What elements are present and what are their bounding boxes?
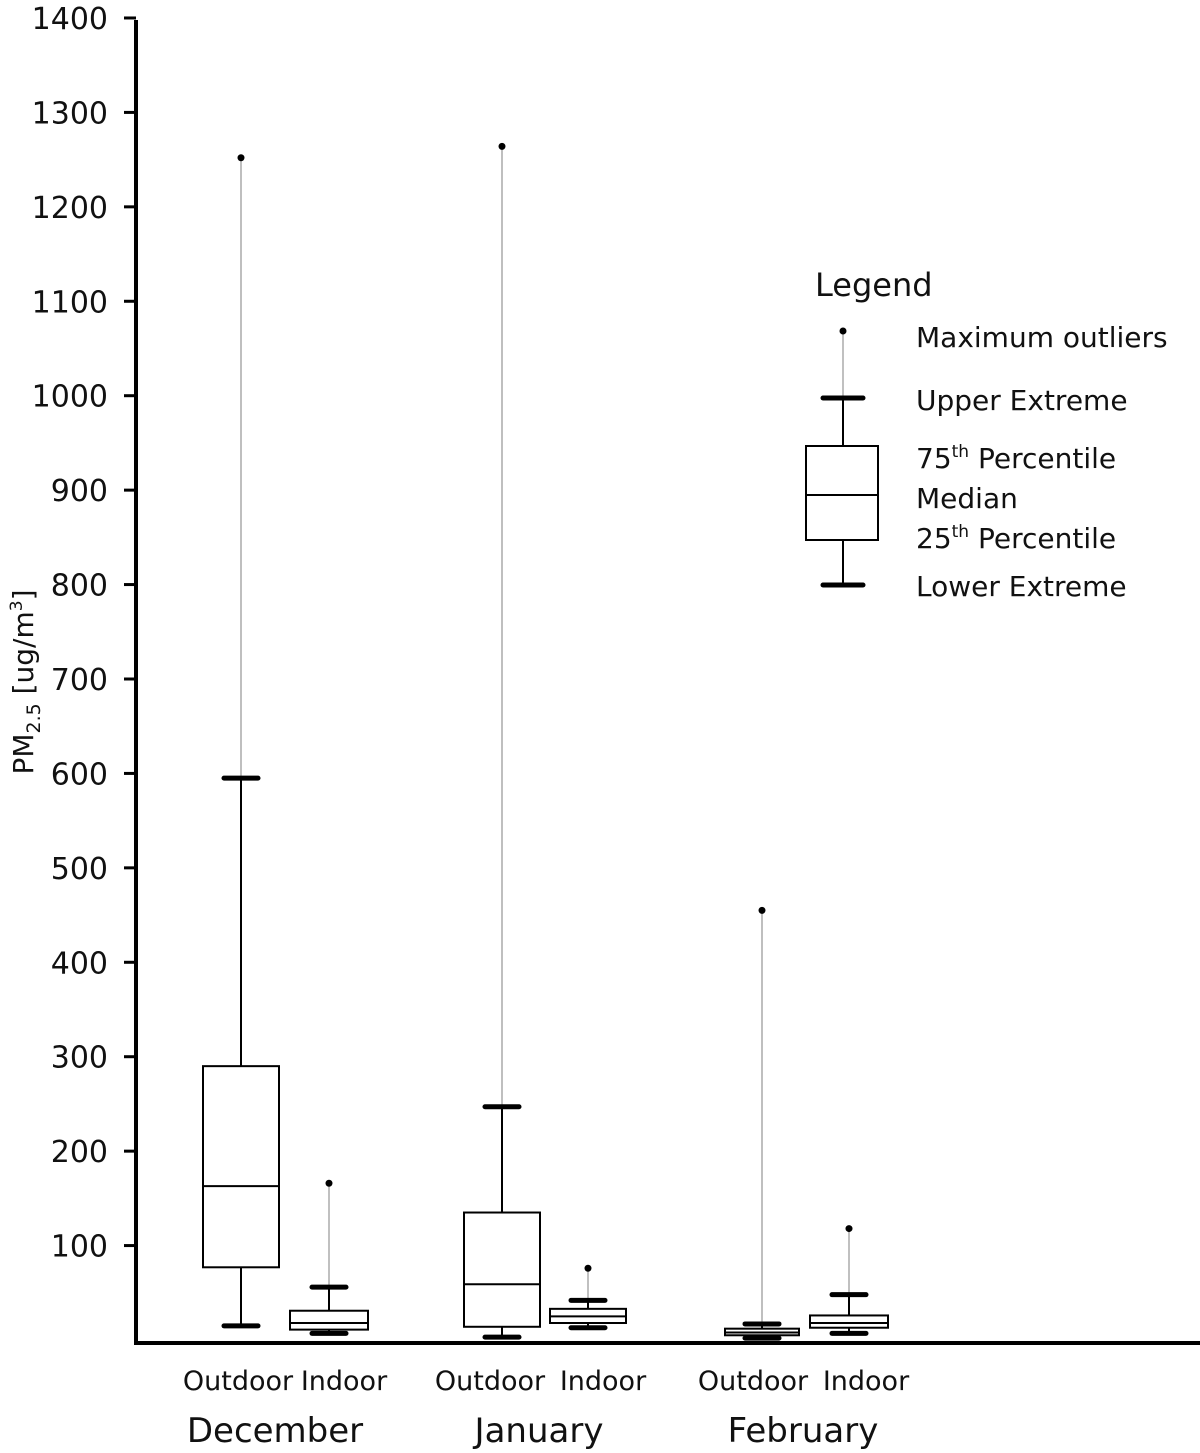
box-january-indoor bbox=[549, 1264, 627, 1331]
category-label-indoor: Indoor bbox=[823, 1366, 910, 1397]
max-outlier-point bbox=[498, 142, 506, 150]
legend-label-median: Median bbox=[916, 482, 1018, 515]
y-axis-title: PM2.5 [ug/m3] bbox=[7, 589, 45, 774]
y-tick-label: 1300 bbox=[32, 96, 108, 131]
box-february-indoor bbox=[809, 1225, 889, 1336]
category-label-indoor: Indoor bbox=[560, 1366, 647, 1397]
y-tick-label: 1100 bbox=[32, 285, 108, 320]
y-tick-label: 1000 bbox=[32, 380, 108, 415]
y-tick-label: 500 bbox=[51, 852, 108, 887]
max-outlier-point bbox=[758, 906, 766, 914]
y-tick-label: 100 bbox=[51, 1230, 108, 1265]
y-tick-label: 1400 bbox=[32, 2, 108, 37]
max-outlier-point bbox=[845, 1225, 853, 1233]
y-ticks: 100 200 300 400 500 600 700 800 900 1000 1100 1200 1… bbox=[32, 2, 136, 1265]
y-tick-label: 600 bbox=[51, 757, 108, 792]
box-series bbox=[202, 142, 889, 1341]
iqr-box bbox=[809, 1314, 889, 1329]
box-december-outdoor bbox=[202, 154, 280, 1329]
category-label-outdoor: Outdoor bbox=[435, 1366, 546, 1397]
iqr-box bbox=[202, 1065, 280, 1269]
box-january-outdoor bbox=[463, 142, 541, 1340]
box-december-indoor bbox=[289, 1179, 369, 1336]
legend: Legend Maximum outliers Upper Extreme 75… bbox=[805, 266, 1168, 603]
y-tick-label: 300 bbox=[51, 1041, 108, 1076]
chart-axes bbox=[134, 20, 1200, 1345]
iqr-box bbox=[289, 1309, 369, 1331]
group-label-december: December bbox=[187, 1411, 363, 1451]
category-label-outdoor: Outdoor bbox=[698, 1366, 809, 1397]
legend-label-max-outliers: Maximum outliers bbox=[916, 321, 1168, 354]
y-tick-label: 700 bbox=[51, 663, 108, 698]
y-tick-label: 200 bbox=[51, 1135, 108, 1170]
legend-outlier-dot bbox=[839, 327, 847, 335]
legend-box bbox=[805, 445, 879, 541]
group-label-january: January bbox=[473, 1411, 604, 1451]
y-tick-label: 1200 bbox=[32, 191, 108, 226]
legend-label-upper-extreme: Upper Extreme bbox=[916, 384, 1128, 417]
y-tick-label: 900 bbox=[51, 474, 108, 509]
category-label-outdoor: Outdoor bbox=[183, 1366, 294, 1397]
legend-label-25th: 25th Percentile bbox=[916, 522, 1116, 555]
max-outlier-point bbox=[237, 154, 245, 162]
max-outlier-point bbox=[325, 1179, 333, 1187]
y-tick-label: 400 bbox=[51, 946, 108, 981]
max-outlier-point bbox=[584, 1264, 592, 1272]
y-tick-label: 800 bbox=[51, 569, 108, 604]
legend-title: Legend bbox=[815, 266, 933, 304]
category-label-indoor: Indoor bbox=[301, 1366, 388, 1397]
iqr-box bbox=[463, 1211, 541, 1328]
group-label-february: February bbox=[728, 1411, 879, 1451]
legend-label-75th: 75th Percentile bbox=[916, 442, 1116, 475]
box-february-outdoor bbox=[724, 906, 800, 1341]
legend-label-lower-extreme: Lower Extreme bbox=[916, 570, 1127, 603]
